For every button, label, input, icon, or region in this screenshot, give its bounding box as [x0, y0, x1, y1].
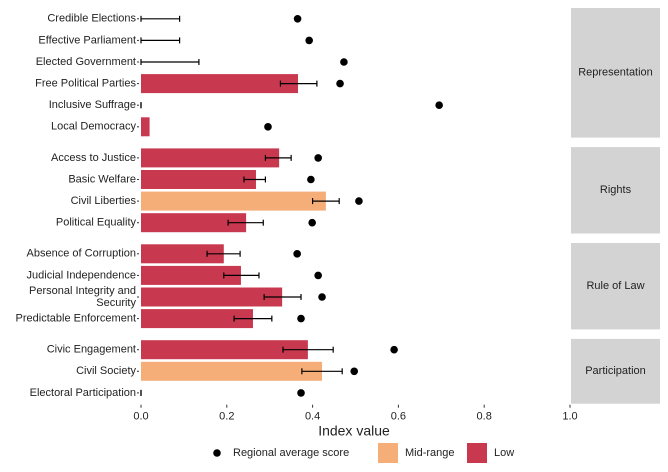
x-tick-label: 0.2: [219, 411, 234, 423]
bar: [141, 117, 150, 137]
facet-strip: [571, 147, 660, 234]
legend-label: Regional average score: [233, 447, 349, 459]
bar: [141, 287, 283, 307]
y-tick-label: Access to Justice: [51, 152, 136, 164]
bar: [141, 213, 247, 233]
y-tick-label: Absence of Corruption: [27, 248, 136, 260]
regional-average-dot: [350, 367, 359, 376]
bar: [141, 265, 241, 285]
regional-average-dot: [355, 197, 363, 205]
y-tick-label: Effective Parliament: [38, 34, 136, 46]
y-tick-label: Predictable Enforcement: [16, 313, 136, 325]
regional-average-dot: [314, 154, 322, 162]
x-tick-label: 0.8: [477, 411, 492, 423]
regional-average-dot: [340, 58, 348, 66]
regional-average-dot: [264, 123, 272, 131]
y-tick-label: Electoral Participation: [30, 387, 136, 399]
bar: [141, 309, 253, 329]
x-tick-label: 0.0: [133, 411, 148, 423]
y-tick-label: Free Political Parties: [35, 78, 136, 90]
facet-strip: [571, 243, 660, 330]
x-axis-label: Index value: [318, 423, 390, 439]
bar: [141, 191, 326, 211]
regional-average-dot: [318, 293, 326, 301]
x-tick-label: 0.6: [391, 411, 406, 423]
bar: [141, 361, 323, 381]
x-tick-label: 1.0: [562, 411, 577, 423]
bar: [141, 148, 280, 168]
legend-dot: [213, 449, 221, 457]
y-tick-label: Civil Liberties: [71, 195, 137, 207]
bar: [141, 170, 256, 189]
regional-average-dot: [435, 101, 443, 109]
y-tick-label: Local Democracy: [51, 121, 136, 133]
legend-label: Mid-range: [405, 447, 455, 459]
facet-label: Representation: [578, 67, 653, 79]
legend-swatch: [467, 443, 487, 463]
panel: [139, 8, 570, 138]
y-tick-label: Judicial Independence: [27, 269, 136, 281]
bar: [141, 340, 308, 360]
facet-label: Participation: [585, 365, 646, 377]
regional-average-dot: [293, 250, 301, 258]
y-tick-label: Civil Society: [76, 365, 136, 377]
y-tick-label: Inclusive Suffrage: [49, 99, 136, 111]
y-tick-label: Elected Government: [36, 56, 136, 68]
y-tick-label: Political Equality: [56, 217, 137, 229]
bar: [141, 74, 299, 94]
regional-average-dot: [293, 14, 302, 23]
bar: [141, 244, 224, 264]
legend-label: Low: [494, 447, 514, 459]
x-tick-label: 0.4: [305, 411, 320, 423]
y-tick-label: Credible Elections: [47, 13, 136, 25]
regional-average-dot: [297, 314, 305, 323]
y-tick-label: Basic Welfare: [68, 173, 136, 185]
regional-average-dot: [308, 218, 316, 227]
regional-average-dot: [305, 36, 313, 45]
facet-strip: [571, 8, 660, 138]
regional-average-dot: [390, 345, 398, 354]
regional-average-dot: [336, 79, 344, 88]
facet-strip: [571, 338, 660, 404]
facet-label: Rule of Law: [586, 280, 644, 292]
regional-average-dot: [314, 271, 322, 280]
y-tick-label: Civic Engagement: [47, 344, 136, 356]
y-tick-label: Personal Integrity and Security: [29, 285, 137, 309]
facet-label: Rights: [600, 184, 632, 196]
regional-average-dot: [297, 389, 305, 397]
legend-swatch: [378, 443, 398, 463]
regional-average-dot: [307, 175, 315, 184]
